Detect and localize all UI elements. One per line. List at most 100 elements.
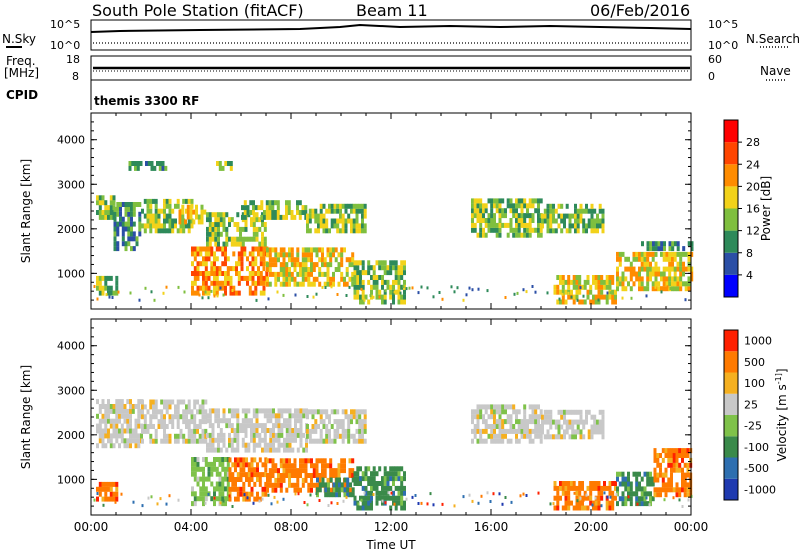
colorbar-label-1-6: 24: [746, 158, 760, 171]
colorbar-label-2-3: 100: [744, 377, 765, 390]
xtick-label-7: 00:00: [674, 520, 709, 534]
station-title: South Pole Station (fitACF): [92, 1, 304, 20]
colorbar-swatch-2-3: [724, 436, 738, 458]
heatmap-region-1-15: [641, 241, 694, 252]
colorbar-label-1-1: 4: [746, 269, 753, 282]
colorbar-label-2-1: 1000: [744, 335, 772, 348]
heatmap-region-1-8: [191, 246, 269, 296]
heatmap-region-2-10: [471, 404, 543, 444]
colorbar-label-1-2: 8: [746, 247, 753, 260]
colorbar-label-2-7: -500: [744, 462, 769, 475]
xlabel: Time UT: [365, 538, 416, 552]
colorbar-swatch-2-2: [724, 457, 738, 479]
ylabel-1: Slant Range [km]: [19, 159, 33, 263]
heatmap-region-1-18: [216, 161, 233, 171]
date-label: 06/Feb/2016: [590, 1, 691, 20]
heatmap-region-2-14: [653, 448, 693, 498]
freq-label-1: Freq.: [6, 54, 36, 68]
heatmap-region-2-4: [306, 409, 367, 444]
nsearch-label: N.Search: [746, 32, 800, 46]
ground-scatter-2: [93, 491, 693, 508]
xtick-label-5: 16:00: [474, 520, 509, 534]
colorbar-label-2-5: -25: [744, 420, 762, 433]
freq-bottom-tick: 8: [72, 70, 79, 83]
colorbar-swatch-2-1: [724, 478, 738, 500]
xtick-label-6: 20:00: [574, 520, 609, 534]
heatmap-region-2-2: [141, 399, 208, 444]
colorbar-label-1-7: 28: [746, 136, 760, 149]
xtick-label-1: 00:00: [74, 520, 109, 534]
heatmap-region-2-13: [616, 471, 655, 507]
heatmap-region-1-13: [553, 275, 617, 305]
heatmap-region-1-17: [128, 161, 168, 171]
heatmap-region-2-6: [228, 457, 268, 502]
heatmap-region-1-4: [178, 204, 207, 225]
cpid-label: CPID: [6, 88, 39, 102]
heatmap-region-1-16: [96, 275, 119, 296]
ytick-label-1-4: 4000: [57, 134, 85, 147]
colorbar-swatch-2-4: [724, 415, 738, 437]
heatmap-region-1-7: [306, 203, 367, 234]
heatmap-region-1-11: [471, 198, 543, 238]
nsky-panel: [90, 19, 692, 51]
colorbar-title-2: Velocity [m s-1]]: [774, 368, 789, 461]
heatmap-region-1-6: [241, 200, 308, 220]
colorbar-label-1-5: 20: [746, 180, 760, 193]
heatmap-region-2-8: [316, 477, 355, 498]
heatmap-region-2-9: [353, 466, 406, 511]
heatmap-region-1-10: [353, 260, 406, 305]
xtick-label-3: 08:00: [274, 520, 309, 534]
ytick-label-2-4: 4000: [57, 340, 85, 353]
colorbar-swatch-1-4: [724, 208, 738, 231]
colorbar-swatch-1-7: [724, 142, 738, 165]
heatmap-region-1-9: [266, 247, 355, 287]
ytick-label-2-3: 3000: [57, 384, 85, 397]
nsearch-top-tick: 10^5: [708, 18, 739, 31]
heatmap-cells-1: [96, 161, 694, 305]
colorbar-2: 1000 500 100 25 -25 -100 -500 -1000: [723, 329, 776, 501]
colorbar-swatch-2-5: [724, 393, 738, 415]
nsky-bottom-tick: 10^0: [50, 39, 81, 52]
heatmap-region-2-3: [206, 408, 308, 453]
colorbar-swatch-2-8: [724, 330, 738, 352]
heatmap-region-1-12: [541, 203, 605, 234]
nsky-label: N.Sky: [2, 32, 37, 46]
nave-label: Nave: [760, 64, 791, 78]
heatmap-region-1-2: [113, 202, 142, 252]
ytick-label-1-3: 3000: [57, 178, 85, 191]
nave-bottom-tick: 0: [708, 70, 715, 83]
ytick-label-2-1: 1000: [57, 473, 85, 486]
colorbar-swatch-1-2: [724, 252, 738, 275]
ylabel-2: Slant Range [km]: [19, 365, 33, 469]
colorbar-label-2-2: 500: [744, 356, 765, 369]
nsky-top-tick: 10^5: [50, 18, 81, 31]
colorbar-label-2-4: 25: [744, 398, 758, 411]
freq-label-2: [MHz]: [4, 66, 40, 80]
nsky-line: [90, 23, 692, 33]
nave-top-tick: 60: [708, 53, 722, 66]
heatmap-region-1-14: [616, 251, 694, 292]
xtick-label-4: 12:00: [374, 520, 409, 534]
cpid-value: themis 3300 RF: [94, 94, 200, 108]
heatmap-region-2-15: [96, 481, 119, 502]
colorbar-swatch-1-6: [724, 164, 738, 187]
colorbar-swatch-1-5: [724, 186, 738, 209]
colorbar-label-1-4: 16: [746, 203, 760, 216]
ground-scatter-1: [93, 285, 687, 302]
colorbar-label-1-3: 12: [746, 225, 760, 238]
colorbar-label-2-8: -1000: [744, 483, 776, 496]
beam-label: Beam 11: [356, 1, 428, 20]
heatmap-region-1-5: [206, 212, 267, 247]
colorbar-swatch-2-7: [724, 351, 738, 373]
heatmap-region-2-1: [96, 399, 143, 449]
heatmap-cells-2: [96, 399, 693, 511]
heatmap-region-2-11: [541, 409, 605, 440]
ytick-label-1-1: 1000: [57, 267, 85, 280]
colorbar-swatch-1-8: [724, 120, 738, 143]
heatmap-region-2-5: [191, 457, 230, 507]
nsearch-bottom-tick: 10^0: [708, 39, 739, 52]
ytick-label-2-2: 2000: [57, 429, 85, 442]
heatmap-region-1-1: [96, 195, 116, 220]
colorbar-1: 4 8 12 16 20 24 28: [723, 119, 760, 298]
